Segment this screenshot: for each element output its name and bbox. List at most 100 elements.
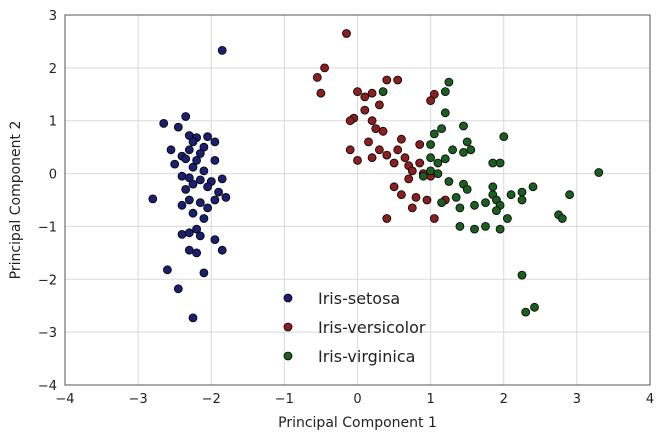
data-point <box>192 155 202 165</box>
data-point <box>495 158 505 168</box>
data-point <box>188 137 198 147</box>
data-point <box>455 221 465 231</box>
data-point <box>488 182 498 192</box>
data-point <box>177 171 187 181</box>
data-point <box>517 187 527 197</box>
data-point <box>345 145 355 155</box>
data-point <box>195 175 205 185</box>
data-point <box>462 184 472 194</box>
data-point <box>382 214 392 223</box>
data-point <box>418 171 428 181</box>
data-point <box>184 245 194 255</box>
x-tick-label: −1 <box>275 392 294 407</box>
x-tick-label: −2 <box>202 392 221 407</box>
data-point <box>221 192 231 202</box>
data-point <box>517 270 527 280</box>
data-point <box>415 140 425 149</box>
data-point <box>470 224 479 234</box>
data-point <box>217 174 227 184</box>
data-point <box>203 182 213 192</box>
data-point <box>506 190 516 200</box>
data-point <box>495 224 505 234</box>
data-point <box>466 145 476 155</box>
data-point <box>312 73 322 82</box>
y-axis-label: Principal Component 2 <box>8 121 24 280</box>
data-point <box>426 166 436 176</box>
data-point <box>400 153 410 163</box>
data-point <box>203 203 213 213</box>
data-point <box>374 145 384 155</box>
data-point <box>374 100 384 110</box>
legend-marker <box>283 351 293 361</box>
data-point <box>415 158 425 168</box>
legend-label: Iris-versicolor <box>318 318 426 337</box>
data-point <box>440 154 450 164</box>
data-point <box>210 155 220 165</box>
data-point <box>389 158 399 168</box>
data-point <box>422 195 432 205</box>
data-point <box>367 116 377 126</box>
data-point <box>444 77 454 87</box>
y-tick-label: 0 <box>49 168 57 183</box>
data-point <box>210 235 220 245</box>
data-point <box>188 313 198 323</box>
x-tick-label: 4 <box>646 392 654 407</box>
data-point <box>393 145 403 155</box>
data-point <box>481 221 490 231</box>
data-point <box>437 124 447 134</box>
x-tick-label: 0 <box>353 392 361 407</box>
y-tick-label: −3 <box>38 326 57 341</box>
data-point <box>462 137 472 147</box>
data-point <box>378 87 388 96</box>
data-point <box>393 75 403 85</box>
data-point <box>210 195 220 205</box>
data-point <box>195 231 205 241</box>
data-point <box>396 190 406 200</box>
y-tick-label: −1 <box>38 220 57 235</box>
data-point <box>173 284 183 294</box>
legend-marker <box>283 293 293 303</box>
data-point <box>353 87 362 96</box>
data-point <box>433 158 443 168</box>
data-point <box>470 200 479 210</box>
data-points <box>148 29 604 323</box>
data-point <box>199 268 209 278</box>
data-point <box>162 265 172 275</box>
y-tick-label: −2 <box>38 273 57 288</box>
data-point <box>440 87 450 96</box>
data-point <box>195 149 205 158</box>
axis-ticks: −4 −3 −2 −1 0 1 2 3 4 3 2 1 0 −1 −2 −3 −4 <box>38 9 654 407</box>
data-point <box>181 154 191 164</box>
data-point <box>429 129 439 139</box>
data-point <box>195 198 205 208</box>
data-point <box>521 307 531 317</box>
data-point <box>594 168 604 177</box>
data-point <box>371 124 381 134</box>
data-point <box>429 214 439 223</box>
data-point <box>360 92 370 102</box>
data-point <box>210 137 220 147</box>
data-point <box>345 116 355 126</box>
data-point <box>426 153 436 163</box>
data-point <box>557 214 567 223</box>
data-point <box>316 88 326 98</box>
data-point <box>188 208 198 218</box>
data-point <box>177 200 187 210</box>
data-point <box>217 245 227 255</box>
y-tick-label: 1 <box>49 115 57 130</box>
data-point <box>217 46 227 55</box>
data-point <box>517 195 527 205</box>
data-point <box>440 108 450 118</box>
legend: Iris-setosa Iris-versicolor Iris-virginica <box>283 289 426 366</box>
data-point <box>411 192 421 202</box>
data-point <box>364 137 373 147</box>
x-tick-label: 1 <box>426 392 434 407</box>
data-point <box>177 229 187 239</box>
data-point <box>203 132 213 142</box>
data-point <box>188 162 198 172</box>
data-point <box>173 122 183 132</box>
data-point <box>367 153 377 163</box>
data-point <box>491 206 501 216</box>
data-point <box>159 119 169 128</box>
